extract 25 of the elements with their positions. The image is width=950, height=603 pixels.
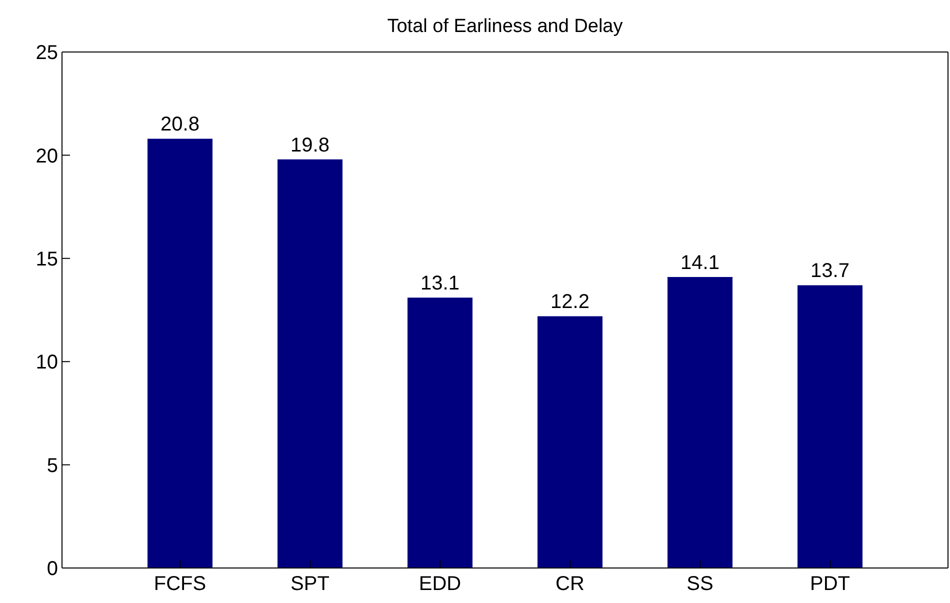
data-label: 14.1 [680,252,720,274]
data-label: 13.1 [420,272,460,295]
bar [668,276,732,568]
bar [148,138,212,568]
x-tick-label: EDD [418,573,462,596]
data-label: 13.7 [810,260,850,282]
y-tick-label: 25 [36,42,58,64]
x-tick-label: FCFS [154,573,206,596]
y-tick-label: 0 [46,558,58,580]
chart-title: Total of Earliness and Delay [386,16,624,38]
x-tick-label: PDT [810,573,850,596]
y-tick-label: 20 [36,145,58,168]
bar [278,159,342,568]
data-label: 12.2 [550,291,590,314]
bar [408,298,472,568]
y-tick-label: 5 [46,454,58,477]
data-label: 20.8 [160,114,200,136]
bar [538,316,602,568]
x-tick-label: SPT [290,573,330,596]
x-tick-label: CR [556,573,584,596]
data-label: 19.8 [290,134,330,156]
x-tick-label: SS [686,573,714,596]
y-tick-label: 15 [36,248,58,270]
bar [798,285,862,568]
y-tick-label: 10 [36,352,58,374]
